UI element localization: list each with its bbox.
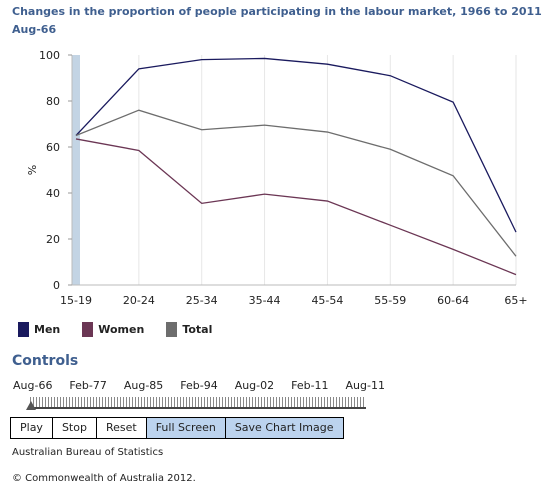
- y-axis-label: %: [26, 165, 39, 175]
- copyright-text: © Commonwealth of Australia 2012.: [12, 473, 196, 484]
- y-tick-label: 40: [46, 187, 60, 200]
- x-tick-label: 20-24: [123, 294, 155, 307]
- x-tick-label: 45-54: [311, 294, 343, 307]
- legend-label-women: Women: [98, 323, 145, 336]
- slider-label: Aug-11: [345, 379, 385, 392]
- x-tick-label: 65+: [504, 294, 527, 307]
- control-buttons: Play Stop Reset Full Screen Save Chart I…: [10, 417, 344, 439]
- time-slider-labels: Aug-66 Feb-77 Aug-85 Feb-94 Aug-02 Feb-1…: [13, 379, 385, 392]
- legend-swatch-women: [82, 322, 94, 337]
- legend-item-women[interactable]: Women: [82, 322, 144, 337]
- legend-item-total[interactable]: Total: [166, 322, 212, 337]
- x-tick-label: 55-59: [374, 294, 406, 307]
- y-tick-label: 20: [46, 233, 60, 246]
- series-line-total: [75, 109, 517, 257]
- legend-label-total: Total: [182, 323, 213, 336]
- time-slider-thumb[interactable]: [26, 401, 36, 410]
- x-tick-label: 25-34: [186, 294, 218, 307]
- y-tick-label: 0: [53, 279, 60, 292]
- stop-button[interactable]: Stop: [52, 418, 97, 438]
- series-lines: [75, 57, 517, 276]
- y-tick-label: 80: [46, 95, 60, 108]
- legend-swatch-men: [18, 322, 29, 337]
- y-tick-label: 100: [39, 49, 60, 62]
- legend-swatch-total: [166, 322, 178, 337]
- series-line-women: [75, 138, 517, 276]
- slider-label: Aug-02: [234, 379, 275, 392]
- period-label: Aug-66: [12, 23, 57, 36]
- source-text: Australian Bureau of Statistics: [12, 447, 164, 458]
- slider-label: Feb-11: [291, 379, 329, 392]
- highlight-band: [72, 55, 80, 285]
- series-line-men: [75, 57, 517, 233]
- y-tick-label: 60: [46, 141, 60, 154]
- chart-grid: [138, 55, 517, 285]
- controls-heading: Controls: [12, 353, 79, 369]
- chart-axes: [71, 55, 516, 286]
- chart-title: Changes in the proportion of people part…: [12, 5, 542, 18]
- line-chart: 0 20 40 60 80 100 15-19 20-24 25-34 35-44 45-54 55…: [26, 49, 528, 307]
- save-chart-image-button[interactable]: Save Chart Image: [225, 418, 343, 438]
- time-slider-track[interactable]: [30, 397, 366, 409]
- slider-label: Feb-77: [69, 379, 107, 392]
- reset-button[interactable]: Reset: [96, 418, 147, 438]
- slider-label: Aug-85: [123, 379, 164, 392]
- x-tick-label: 35-44: [249, 294, 281, 307]
- full-screen-button[interactable]: Full Screen: [146, 418, 226, 438]
- x-tick-label: 15-19: [60, 294, 92, 307]
- chart-legend: Men Women Total: [18, 322, 212, 337]
- legend-label-men: Men: [34, 323, 61, 336]
- slider-label: Aug-66: [13, 379, 53, 392]
- highlight-bar: [72, 55, 80, 285]
- slider-label: Feb-94: [180, 379, 218, 392]
- legend-item-men[interactable]: Men: [18, 322, 60, 337]
- y-tick-labels: 0 20 40 60 80 100: [39, 49, 72, 292]
- x-tick-label: 60-64: [437, 294, 469, 307]
- x-tick-labels: 15-19 20-24 25-34 35-44 45-54 55-59 60-64 65+: [60, 294, 528, 307]
- play-button[interactable]: Play: [11, 418, 53, 438]
